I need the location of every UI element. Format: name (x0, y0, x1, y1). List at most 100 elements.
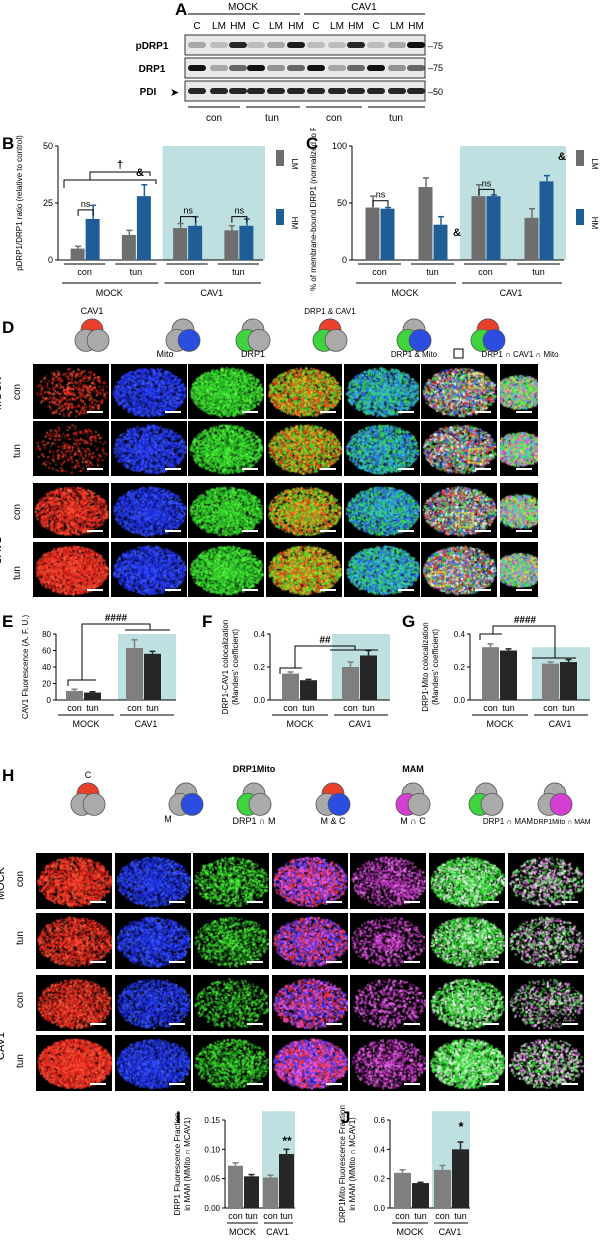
y-tick-label: 0.4 (374, 1145, 386, 1154)
category-label: con (228, 1211, 243, 1221)
category-label: tun (562, 703, 575, 713)
bar (412, 1183, 429, 1208)
scale-bar (242, 589, 258, 591)
bar (342, 667, 359, 700)
blot-band (188, 42, 206, 48)
bar (482, 647, 499, 700)
micrograph-canvas (266, 364, 342, 419)
micrograph-d (188, 483, 264, 538)
bar (418, 187, 433, 260)
panel-label-a: A (175, 0, 188, 19)
panel-d-row-label: con (12, 503, 23, 520)
bar (228, 1165, 243, 1208)
micrograph-canvas (188, 483, 264, 538)
micrograph-canvas (33, 483, 109, 538)
scale-bar (90, 961, 106, 963)
blot-band (267, 42, 285, 48)
venn-circle (177, 329, 201, 352)
category-label: con (127, 703, 142, 713)
venn-circle (327, 793, 351, 816)
bar (239, 225, 254, 260)
micrograph-h (115, 853, 191, 909)
ns-label: ns (81, 199, 91, 209)
venn-title: M & C (320, 816, 346, 826)
scale-bar (562, 1023, 578, 1025)
blot-treat-3: con (326, 113, 342, 124)
y-tick-label: 0.4 (254, 630, 266, 639)
panel-label-b: B (2, 134, 15, 153)
panel-d-row-label: tun (12, 566, 23, 580)
micrograph-h (193, 853, 269, 909)
chart-e: 0 20 40 60 80 CAV1 Fluorescence (A. F. U.) con… (21, 613, 176, 729)
micrograph-h (193, 1035, 269, 1091)
micrograph-d (266, 542, 342, 597)
category-label: tun (414, 1211, 427, 1221)
group-label-cav1: CAV1 (266, 1227, 289, 1237)
blot-band (407, 88, 425, 94)
micrograph-canvas (344, 421, 420, 476)
category-label: tun (86, 703, 99, 713)
bar (542, 663, 559, 700)
y-tick-label: 0.15 (204, 1116, 220, 1125)
micrograph-h (272, 975, 348, 1031)
blot-fraction-label: C (372, 21, 379, 32)
micrograph-d (421, 364, 497, 419)
scale-bar (516, 411, 532, 413)
chart-f: 0.0 0.2 0.4 DRP1-CAV1 colocalization (Mander… (221, 620, 390, 729)
micrograph-canvas (111, 421, 187, 476)
blot-fraction-label: HM (288, 21, 304, 32)
micrograph-h (272, 853, 348, 909)
micrograph-d (344, 542, 420, 597)
legend-swatch-hm (276, 209, 284, 225)
scale-bar (475, 468, 491, 470)
group-label-cav1: CAV1 (349, 719, 372, 729)
y-tick-label: 60 (42, 647, 51, 656)
y-tick-label: 80 (42, 630, 51, 639)
western-blot: MOCK CAV1 C LM HM C LM HM C LM HM C LM HM pDRP1 DRP… (136, 2, 443, 124)
micrograph-h (508, 913, 584, 969)
scale-bar (475, 411, 491, 413)
venn-h-6 (537, 782, 573, 816)
panel-h-group-label: MOCK (0, 867, 7, 900)
bar (244, 1176, 259, 1208)
scale-bar (404, 1023, 420, 1025)
y-tick-label: 0.4 (454, 630, 466, 639)
y-tick-label: 25 (43, 198, 53, 208)
micrograph-canvas (272, 913, 348, 969)
inset-box-icon (453, 348, 464, 359)
group-label-mock: MOCK (229, 1227, 256, 1237)
micrograph-canvas (36, 1035, 112, 1091)
micrograph-canvas (500, 364, 538, 419)
scale-bar (87, 589, 103, 591)
scale-bar (326, 1083, 342, 1085)
micrograph-canvas (193, 853, 269, 909)
panel-d-group-label: CAV1 (0, 537, 4, 565)
panel-label-d: D (2, 318, 15, 337)
venn-h-3 (315, 782, 351, 816)
venn-title: DRP1 ∩ CAV1 ∩ Mito (481, 350, 559, 359)
scale-bar (398, 530, 414, 532)
blot-fraction-label: HM (230, 21, 246, 32)
dagger-bracket (63, 179, 157, 188)
micrograph-canvas (350, 913, 426, 969)
legend-swatch-lm (576, 150, 584, 166)
venn-title: DRP1 & Mito (391, 350, 438, 359)
blot-treat-2: tun (265, 113, 279, 124)
group-label-mock: MOCK (392, 288, 419, 298)
blot-fraction-label: C (252, 21, 259, 32)
micrograph-d (344, 364, 420, 419)
blot-band (210, 65, 228, 71)
scale-bar (475, 589, 491, 591)
legend-label-hm: HM (590, 217, 599, 230)
micrograph-canvas (266, 483, 342, 538)
venn-d-4 (396, 318, 432, 352)
micrograph-canvas (429, 913, 505, 969)
scale-bar (165, 468, 181, 470)
scale-bar (169, 1023, 185, 1025)
micrograph-canvas (350, 975, 426, 1031)
blot-band (307, 65, 325, 71)
bar (84, 692, 101, 700)
category-label: tun (532, 267, 545, 277)
ns-label: ns (376, 190, 386, 200)
y-tick-label: 0.05 (204, 1175, 220, 1184)
